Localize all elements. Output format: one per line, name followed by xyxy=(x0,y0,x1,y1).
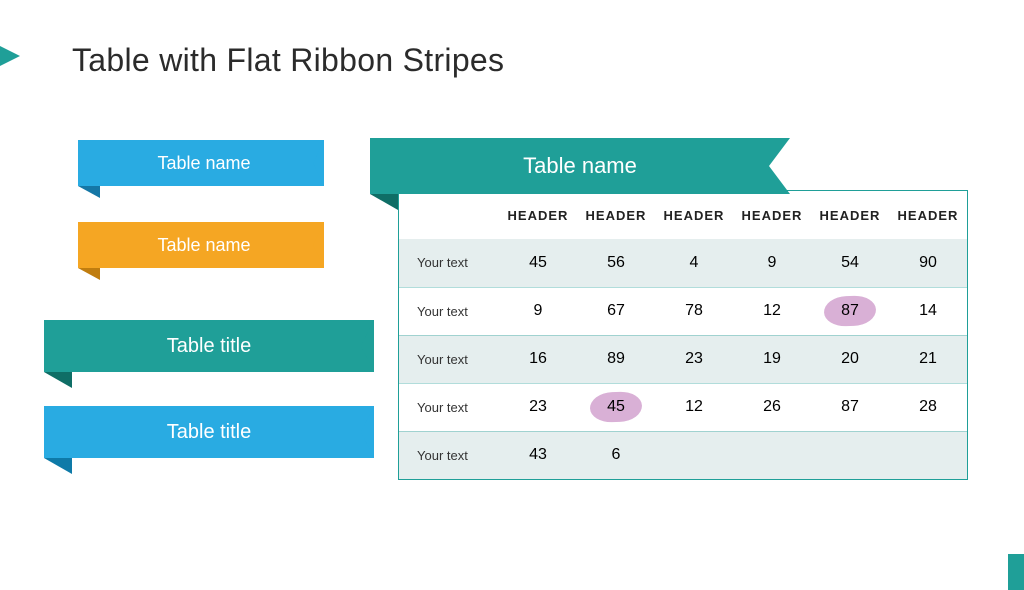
table-header-row: HEADER HEADER HEADER HEADER HEADER HEADE… xyxy=(399,191,967,239)
table-cell: 45 xyxy=(499,239,577,287)
row-label: Your text xyxy=(399,239,499,287)
table-cell: 12 xyxy=(655,383,733,431)
ribbon-label: Table name xyxy=(151,235,250,256)
ribbon-table-title-blue: Table title xyxy=(44,406,374,458)
row-label: Your text xyxy=(399,335,499,383)
ribbon-fold-icon xyxy=(78,186,100,198)
ribbon-table-name-orange: Table name xyxy=(78,222,324,268)
data-table-container: HEADER HEADER HEADER HEADER HEADER HEADE… xyxy=(398,190,968,480)
table-cell: 14 xyxy=(889,287,967,335)
ribbon-fold-icon xyxy=(44,372,72,388)
ribbon-label: Table title xyxy=(167,421,252,444)
ribbon-notch-icon xyxy=(352,406,374,458)
slide-accent-left xyxy=(0,46,20,66)
data-table: HEADER HEADER HEADER HEADER HEADER HEADE… xyxy=(399,191,967,479)
table-header: HEADER xyxy=(733,191,811,239)
slide-title: Table with Flat Ribbon Stripes xyxy=(72,42,504,79)
table-cell: 89 xyxy=(577,335,655,383)
table-cell: 20 xyxy=(811,335,889,383)
table-row: Your text234512268728 xyxy=(399,383,967,431)
table-cell: 90 xyxy=(889,239,967,287)
table-cell xyxy=(733,431,811,479)
table-cell: 26 xyxy=(733,383,811,431)
table-cell: 28 xyxy=(889,383,967,431)
table-header: HEADER xyxy=(811,191,889,239)
table-cell: 9 xyxy=(733,239,811,287)
ribbon-fold-icon xyxy=(370,194,398,210)
table-row: Your text436 xyxy=(399,431,967,479)
table-cell: 45 xyxy=(577,383,655,431)
table-cell: 56 xyxy=(577,239,655,287)
ribbon-label: Table name xyxy=(151,153,250,174)
slide-accent-bottom-right xyxy=(1008,554,1024,590)
table-cell: 43 xyxy=(499,431,577,479)
table-row: Your text4556495490 xyxy=(399,239,967,287)
table-cell: 21 xyxy=(889,335,967,383)
table-cell: 78 xyxy=(655,287,733,335)
table-cell: 16 xyxy=(499,335,577,383)
table-header-empty xyxy=(399,191,499,239)
table-body: Your text4556495490Your text96778128714Y… xyxy=(399,239,967,479)
table-cell: 54 xyxy=(811,239,889,287)
table-cell xyxy=(889,431,967,479)
ribbon-fold-icon xyxy=(78,268,100,280)
ribbon-table-name-blue: Table name xyxy=(78,140,324,186)
ribbon-notch-icon xyxy=(306,140,324,186)
table-cell: 67 xyxy=(577,287,655,335)
table-cell xyxy=(655,431,733,479)
table-header: HEADER xyxy=(889,191,967,239)
table-cell: 12 xyxy=(733,287,811,335)
ribbon-table-header: Table name xyxy=(370,138,790,194)
table-cell: 19 xyxy=(733,335,811,383)
ribbon-label: Table title xyxy=(167,335,252,358)
row-label: Your text xyxy=(399,431,499,479)
ribbon-fold-icon xyxy=(44,458,72,474)
table-cell: 87 xyxy=(811,287,889,335)
table-cell: 23 xyxy=(499,383,577,431)
table-row: Your text96778128714 xyxy=(399,287,967,335)
row-label: Your text xyxy=(399,287,499,335)
table-cell: 4 xyxy=(655,239,733,287)
ribbon-notch-icon xyxy=(306,222,324,268)
table-row: Your text168923192021 xyxy=(399,335,967,383)
table-cell: 87 xyxy=(811,383,889,431)
table-cell: 9 xyxy=(499,287,577,335)
table-cell xyxy=(811,431,889,479)
table-header: HEADER xyxy=(499,191,577,239)
ribbon-notch-icon xyxy=(352,320,374,372)
row-label: Your text xyxy=(399,383,499,431)
ribbon-table-title-teal: Table title xyxy=(44,320,374,372)
ribbon-label: Table name xyxy=(523,153,637,179)
table-cell: 6 xyxy=(577,431,655,479)
table-cell: 23 xyxy=(655,335,733,383)
table-header: HEADER xyxy=(577,191,655,239)
table-header: HEADER xyxy=(655,191,733,239)
